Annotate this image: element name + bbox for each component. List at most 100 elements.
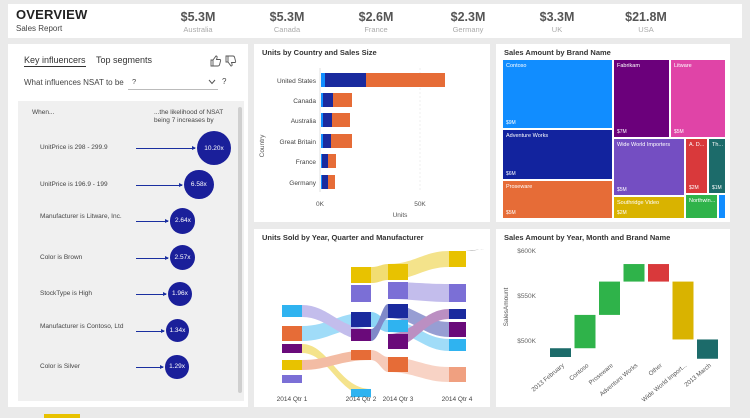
x-category-label: Other (647, 362, 663, 377)
kpi-value: $21.8M (625, 10, 667, 24)
treemap-value: $9M (506, 120, 516, 126)
page-subtitle: Sales Report (16, 24, 63, 33)
influencer-arrow (136, 219, 170, 223)
kpi-label: Canada (273, 25, 301, 34)
likelihood-header: ...the likelihood of NSAT being 7 increa… (154, 109, 224, 124)
header-bar: OVERVIEW Sales Report $5.3M Australia $5… (8, 4, 742, 38)
influencer-list: When... ...the likelihood of NSAT being … (18, 101, 244, 401)
x-label-q4: 2014 Qtr 4 (442, 396, 473, 403)
treemap-value: $5M (617, 187, 627, 193)
influencer-bubble[interactable]: 10.20x (197, 131, 231, 165)
influencer-bubble[interactable]: 1.34x (165, 318, 190, 343)
bars-france (321, 154, 336, 168)
x-label-q1: 2014 Qtr 1 (277, 396, 308, 403)
chart-title: Units by Country and Sales Size (262, 48, 377, 57)
category-label-great-britain: Great Britain (280, 139, 317, 146)
kpi-label: France (364, 25, 388, 34)
thumbs-down-icon[interactable] (225, 55, 237, 67)
help-icon[interactable]: ? (222, 77, 227, 86)
when-header: When... (32, 109, 55, 116)
kpi-value: $3.3M (539, 10, 575, 24)
treemap-value: $5M (674, 129, 684, 135)
bars-germany (321, 175, 335, 189)
category-label-canada: Canada (293, 98, 316, 105)
treemap-cell-the-phone-company[interactable]: Th... $1M (708, 138, 726, 194)
influencer-bubble[interactable]: 1.96x (167, 281, 193, 307)
page-title: OVERVIEW (16, 7, 88, 22)
title-block: OVERVIEW Sales Report (16, 7, 87, 33)
sales-waterfall-chart[interactable]: SalesAmount $600K $550K $500K 2013 Febru… (496, 229, 730, 407)
waterfall-bar (623, 264, 645, 282)
treemap-cell-other[interactable] (718, 194, 726, 219)
y-tick-500k: $500K (517, 338, 536, 345)
waterfall-panel: Sales Amount by Year, Month and Brand Na… (496, 229, 730, 407)
treemap-cell-a-datum[interactable]: A. D... $2M (685, 138, 708, 194)
waterfall-bar (672, 281, 694, 340)
units-ribbon-chart[interactable]: 2014 Qtr 1 2014 Qtr 2 2014 Qtr 3 2014 Qt… (254, 229, 490, 407)
kpi-value: $5.3M (180, 10, 216, 24)
treemap-label: A. D... (689, 142, 705, 148)
brand-treemap[interactable]: Contoso $9M Adventure Works $6M Prosewar… (502, 59, 726, 219)
treemap-cell-wide-world-importers[interactable]: Wide World Importers $5M (613, 138, 685, 196)
treemap-cell-northwind[interactable]: Northwin... (685, 194, 718, 219)
kpi-row: $5.3M Australia $5.3M Canada $2.6M Franc… (158, 10, 718, 36)
influencer-arrow (136, 292, 167, 296)
page-tab-indicator[interactable] (44, 414, 80, 418)
x-category-label: 2013 March (683, 362, 713, 389)
treemap-value: $5M (506, 210, 516, 216)
key-influencers-panel: Key influencers Top segments What influe… (8, 44, 248, 407)
list-scrollbar[interactable] (238, 107, 242, 393)
kpi-card-france[interactable]: $2.6M France (336, 10, 416, 34)
waterfall-bar (550, 348, 571, 357)
ribbon-stacks (282, 251, 466, 397)
country-bar-chart[interactable]: Country United States Canada Australia G… (254, 44, 490, 222)
x-tick-0k: 0K (316, 201, 325, 208)
influencer-bubble[interactable]: 2.64x (170, 208, 196, 234)
influencer-row-label[interactable]: UnitPrice is 196.9 - 199 (40, 180, 108, 188)
brand-treemap-panel: Sales Amount by Brand Name Contoso $9M A… (496, 44, 730, 222)
x-label-q2: 2014 Qtr 2 (346, 396, 377, 403)
influencer-row-label[interactable]: Color is Silver (40, 363, 81, 370)
treemap-cell-fabrikam[interactable]: Fabrikam $7M (613, 59, 670, 138)
influencer-arrow (136, 146, 196, 150)
treemap-cell-proseware[interactable]: Proseware $5M (502, 180, 613, 219)
influencer-bubble[interactable]: 2.57x (170, 245, 195, 270)
tab-key-influencers[interactable]: Key influencers (24, 55, 86, 67)
category-label-australia: Australia (291, 118, 317, 125)
influencer-question: What influences NSAT to be (24, 78, 124, 87)
influencer-row-label[interactable]: Manufacturer is Contoso, Ltd (40, 322, 124, 330)
category-label-united-states: United States (277, 78, 317, 85)
treemap-label: Th... (712, 142, 724, 148)
category-label-france: France (296, 159, 317, 166)
kpi-card-usa[interactable]: $21.8M USA (606, 10, 686, 34)
x-category-label: Wide World Import... (641, 362, 689, 404)
treemap-cell-litware[interactable]: Litware $5M (670, 59, 726, 138)
kpi-card-uk[interactable]: $3.3M UK (517, 10, 597, 34)
influencer-row-label[interactable]: StockType is High (40, 290, 93, 297)
influencer-row-label[interactable]: Manufacturer is Litware, Inc. (40, 213, 122, 220)
thumbs-up-icon[interactable] (210, 55, 222, 67)
kpi-card-canada[interactable]: $5.3M Canada (247, 10, 327, 34)
influencer-bubble[interactable]: 6.58x (184, 169, 214, 200)
treemap-cell-adventure-works[interactable]: Adventure Works $6M (502, 129, 613, 180)
tab-top-segments[interactable]: Top segments (96, 55, 153, 65)
chart-title: Sales Amount by Brand Name (504, 48, 611, 57)
kpi-card-germany[interactable]: $2.3M Germany (428, 10, 508, 34)
influencer-row-label[interactable]: Color is Brown (40, 253, 83, 261)
treemap-cell-contoso[interactable]: Contoso $9M (502, 59, 613, 129)
treemap-cell-southridge-video[interactable]: Southridge Video $2M (613, 196, 685, 219)
nsat-value-dropdown[interactable]: ? (128, 75, 218, 90)
category-label-germany: Germany (289, 180, 316, 187)
dropdown-value: ? (132, 77, 137, 86)
treemap-label: Northwin... (689, 198, 716, 204)
feedback-icons (210, 54, 238, 67)
treemap-value: $2M (617, 210, 627, 216)
country-chart-panel: Units by Country and Sales Size Country … (254, 44, 490, 222)
treemap-label: Fabrikam (617, 63, 640, 69)
x-tick-50k: 50K (414, 201, 426, 208)
kpi-value: $2.3M (450, 10, 486, 24)
kpi-card-australia[interactable]: $5.3M Australia (158, 10, 238, 34)
influencer-row-label[interactable]: UnitPrice is 298 - 299.9 (40, 144, 108, 151)
treemap-value: $6M (506, 171, 516, 177)
influencer-bubble[interactable]: 1.29x (165, 355, 189, 379)
